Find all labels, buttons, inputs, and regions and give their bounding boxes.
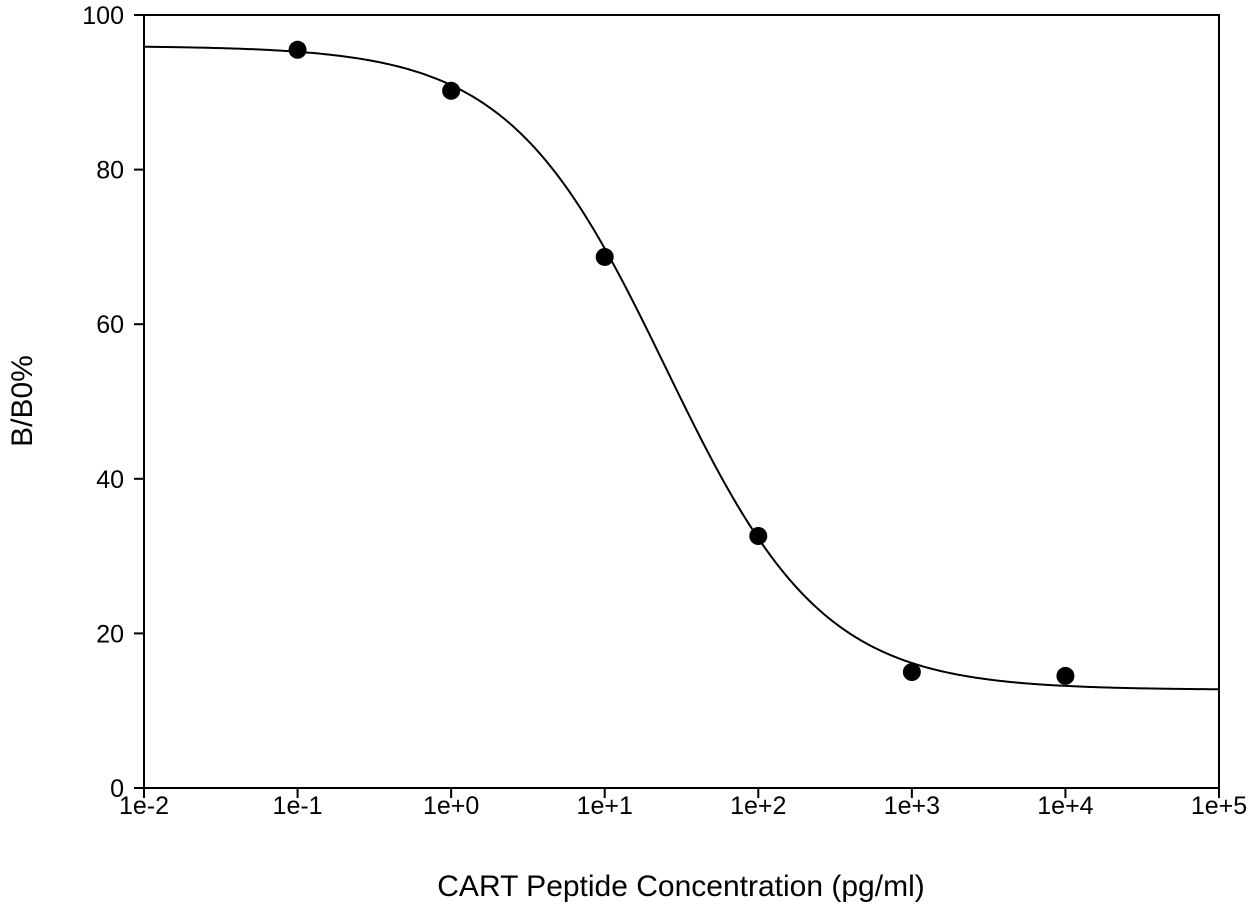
fit-curve-layer [143, 45, 1220, 691]
x-axis: 1e-2 1e-1 1e+0 1e+1 1e+2 1e+3 1e+4 1e+5 [119, 788, 1247, 820]
y-tick-label: 0 [110, 775, 124, 803]
plot-frame [143, 14, 1220, 789]
y-tick-label: 80 [96, 157, 124, 185]
data-point [1056, 666, 1075, 685]
data-point [749, 527, 768, 546]
x-tick-label: 1e+4 [1037, 792, 1093, 820]
x-tick-label: 1e+1 [577, 792, 633, 820]
y-tick-label: 60 [96, 311, 124, 339]
y-tick-label: 40 [96, 466, 124, 494]
x-axis-title: CART Peptide Concentration (pg/ml) [437, 870, 924, 903]
x-tick-label: 1e+2 [730, 792, 786, 820]
y-axis-title: B/B0% [6, 355, 39, 447]
y-axis: 0 20 40 60 80 100 [82, 2, 144, 803]
data-point [288, 40, 307, 59]
x-tick-label: 1e-2 [119, 792, 169, 820]
y-tick-label: 100 [82, 2, 124, 30]
data-points [288, 40, 1075, 685]
fit-curve-line [143, 45, 1220, 691]
x-tick-label: 1e+3 [884, 792, 940, 820]
data-point [902, 663, 921, 682]
x-tick-label: 1e+5 [1191, 792, 1247, 820]
x-tick-label: 1e+0 [423, 792, 479, 820]
y-tick-label: 20 [96, 620, 124, 648]
x-tick-label: 1e-1 [273, 792, 323, 820]
data-point [595, 247, 614, 266]
data-point [442, 81, 461, 100]
